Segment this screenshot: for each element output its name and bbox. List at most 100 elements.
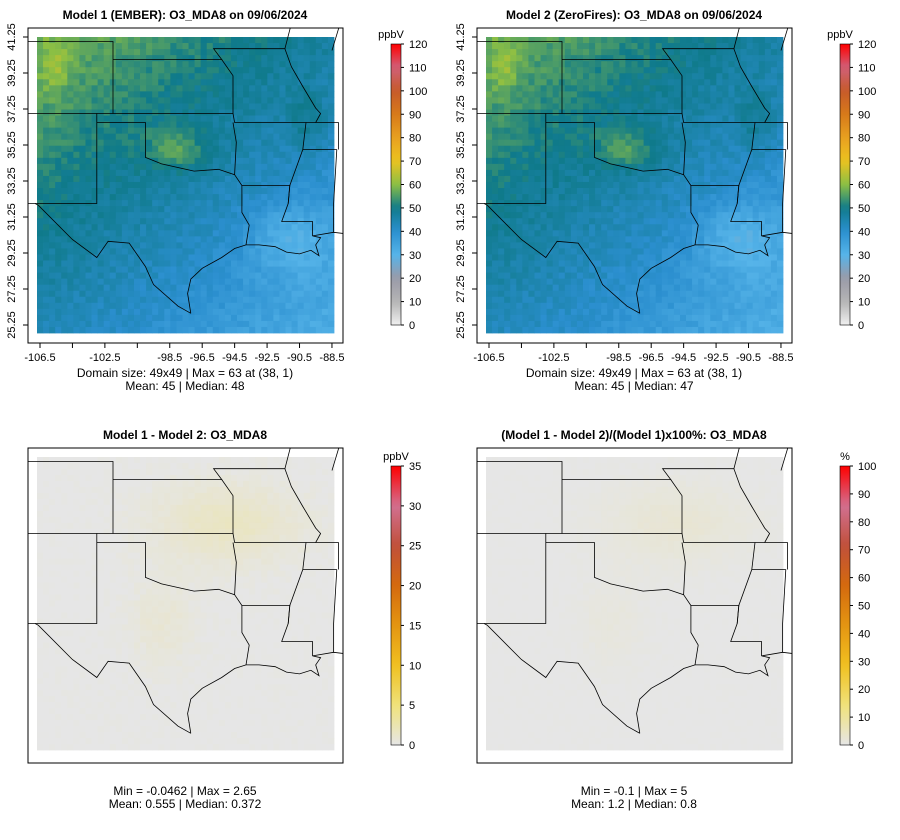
grid-cell — [601, 73, 608, 80]
grid-cell — [649, 272, 657, 280]
grid-cell — [327, 260, 335, 267]
grid-cell — [200, 272, 208, 280]
grid-cell — [570, 115, 578, 122]
grid-cell — [776, 91, 784, 98]
grid-cell — [237, 296, 244, 304]
grid-cell — [170, 212, 177, 219]
grid-cell — [140, 91, 147, 98]
grid-cell — [218, 194, 226, 201]
grid-cell — [686, 236, 693, 243]
grid-cell — [49, 218, 56, 225]
grid-cell — [267, 133, 274, 141]
grid-cell — [492, 248, 499, 255]
grid-cell — [528, 85, 535, 92]
grid-cell — [540, 320, 548, 328]
grid-cell — [133, 284, 141, 292]
grid-cell — [637, 188, 644, 195]
grid-cell — [243, 169, 250, 177]
grid-cell — [79, 67, 86, 74]
grid-cell — [230, 85, 238, 92]
grid-cell — [673, 121, 681, 129]
grid-cell — [206, 194, 214, 201]
grid-cell — [291, 145, 299, 153]
grid-cell — [692, 49, 699, 56]
grid-cell — [746, 296, 754, 304]
grid-cell — [740, 79, 748, 86]
grid-cell — [746, 55, 754, 62]
grid-cell — [625, 91, 632, 98]
grid-cell — [291, 91, 299, 98]
grid-cell — [764, 248, 772, 255]
grid-cell — [73, 206, 80, 213]
grid-cell — [327, 163, 335, 171]
grid-cell — [267, 194, 274, 201]
grid-cell — [528, 103, 535, 110]
grid-cell — [752, 109, 760, 116]
grid-cell — [249, 115, 256, 122]
grid-cell — [133, 151, 141, 159]
grid-cell — [686, 157, 693, 165]
grid-cell — [722, 67, 729, 74]
grid-cell — [73, 284, 80, 292]
grid-cell — [589, 181, 596, 189]
grid-cell — [613, 43, 620, 50]
grid-cell — [570, 145, 578, 153]
grid-cell — [546, 67, 554, 74]
grid-cell — [595, 320, 602, 328]
grid-cell — [728, 97, 735, 104]
grid-cell — [146, 169, 153, 177]
grid-cell — [133, 97, 141, 104]
grid-cell — [237, 200, 244, 207]
grid-cell — [637, 97, 644, 104]
grid-cell — [595, 260, 602, 267]
grid-cell — [534, 73, 541, 80]
grid-cell — [728, 308, 735, 316]
grid-cell — [212, 278, 220, 286]
grid-cell — [643, 163, 651, 171]
grid-cell — [261, 296, 268, 304]
grid-cell — [686, 91, 693, 98]
grid-cell — [37, 188, 44, 195]
grid-cell — [43, 115, 50, 122]
grid-cell — [576, 266, 584, 273]
grid-cell — [649, 248, 657, 255]
grid-cell — [486, 37, 493, 44]
grid-cell — [746, 169, 754, 177]
grid-cell — [613, 260, 620, 267]
grid-cell — [649, 296, 657, 304]
grid-cell — [510, 272, 517, 280]
grid-cell — [528, 218, 535, 225]
grid-cell — [728, 266, 735, 273]
grid-cell — [752, 61, 760, 68]
grid-cell — [637, 133, 644, 141]
grid-cell — [643, 109, 651, 116]
grid-cell — [285, 145, 292, 153]
grid-cell — [255, 308, 262, 316]
grid-cell — [540, 79, 548, 86]
grid-cell — [558, 169, 566, 177]
grid-cell — [79, 266, 86, 273]
grid-cell — [673, 55, 681, 62]
grid-cell — [127, 127, 135, 135]
grid-cell — [212, 133, 220, 141]
grid-cell — [686, 206, 693, 213]
grid-cell — [327, 284, 335, 292]
grid-cell — [115, 139, 123, 147]
grid-cell — [182, 127, 189, 135]
grid-cell — [625, 109, 632, 116]
grid-cell — [667, 61, 675, 68]
grid-cell — [315, 175, 323, 183]
grid-cell — [146, 236, 153, 243]
grid-cell — [103, 188, 111, 195]
grid-cell — [528, 91, 535, 98]
grid-cell — [91, 133, 99, 141]
grid-cell — [152, 73, 159, 80]
grid-cell — [127, 151, 135, 159]
grid-cell — [267, 109, 274, 116]
grid-cell — [522, 85, 529, 92]
grid-cell — [655, 55, 663, 62]
grid-cell — [498, 242, 505, 249]
grid-cell — [315, 49, 323, 56]
grid-cell — [206, 133, 214, 141]
grid-cell — [625, 236, 632, 243]
